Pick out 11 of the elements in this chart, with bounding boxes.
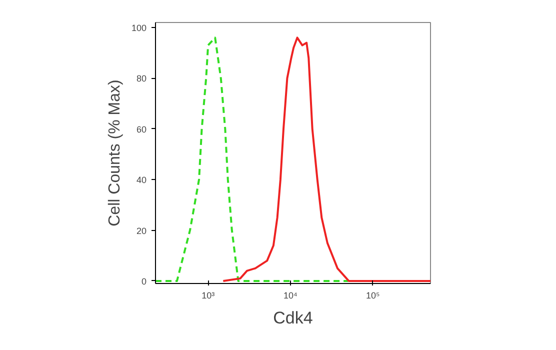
y-tick-label: 100	[131, 23, 147, 34]
y-tick-label: 20	[136, 226, 147, 236]
y-axis-title: Cell Counts (% Max)	[106, 80, 124, 226]
y-tick-label: 60	[136, 124, 147, 134]
x-tick-label: 10³	[202, 290, 215, 300]
x-tick-label: 10⁵	[366, 290, 380, 300]
y-tick-label: 80	[136, 74, 147, 84]
y-tick-label: 0	[141, 276, 147, 286]
y-tick-label: 40	[136, 175, 147, 186]
x-axis-title: Cdk4	[273, 308, 313, 328]
x-tick-label: 10⁴	[284, 290, 298, 300]
